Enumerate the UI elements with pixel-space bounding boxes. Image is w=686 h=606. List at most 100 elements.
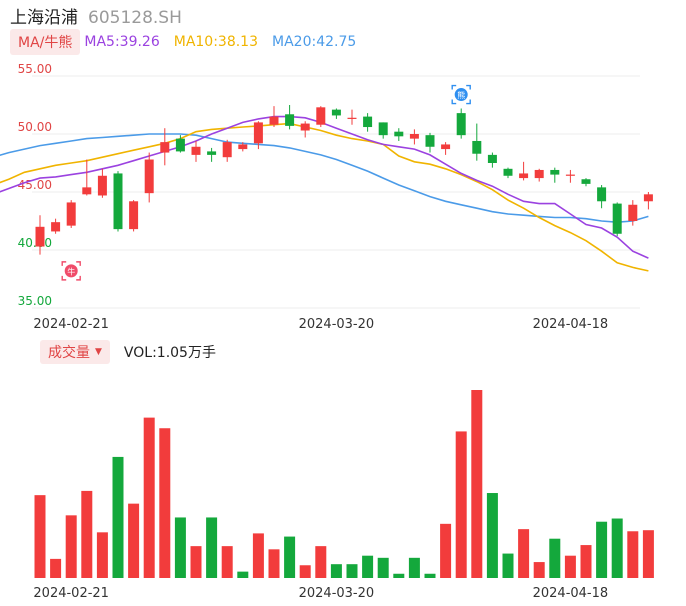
candle-body — [378, 122, 388, 136]
volume-bar — [143, 417, 155, 578]
volume-bar — [377, 557, 389, 578]
ma5-line — [0, 115, 649, 259]
volume-bar — [112, 456, 124, 578]
volume-bar — [96, 532, 108, 578]
candle-body — [643, 194, 653, 202]
marker-label: 牛 — [67, 266, 75, 276]
volume-bar — [190, 546, 202, 578]
candle-body — [269, 116, 279, 125]
caret-down-icon: ▼ — [95, 347, 102, 357]
volume-bar — [642, 530, 654, 578]
ma20-value: MA20:42.75 — [272, 34, 357, 50]
ma5-value: MA5:39.26 — [84, 34, 160, 50]
volume-bar — [533, 562, 545, 578]
candle-body — [409, 134, 419, 139]
y-tick-label: 50.00 — [18, 120, 52, 134]
y-tick-label: 35.00 — [18, 294, 52, 308]
candle-body — [207, 151, 217, 155]
volume-bar — [206, 517, 218, 578]
volume-bar — [284, 536, 296, 578]
volume-legend-row: 成交量 ▼ VOL:1.05万手 — [40, 340, 216, 364]
volume-bar — [65, 515, 77, 578]
marker-label: 熊 — [457, 90, 465, 100]
candle-body — [160, 142, 170, 153]
bear-marker-icon[interactable]: 熊 — [451, 84, 471, 105]
candle-body — [191, 146, 201, 155]
candle-body — [363, 116, 373, 128]
candle-body — [129, 201, 139, 230]
ma-indicator-tab[interactable]: MA/牛熊 — [10, 29, 81, 55]
volume-tab-label: 成交量 — [48, 345, 90, 361]
stock-name: 上海沿浦 — [10, 8, 78, 28]
bull-marker-icon[interactable]: 牛 — [61, 261, 81, 281]
volume-bar — [81, 490, 93, 578]
volume-bar — [611, 518, 623, 578]
candle-body — [82, 187, 92, 195]
volume-bar — [455, 431, 467, 578]
candle-body — [534, 169, 544, 179]
candle-body — [97, 175, 107, 196]
volume-bar — [174, 517, 186, 578]
volume-bar — [502, 553, 514, 578]
volume-bar — [159, 428, 171, 578]
volume-bar — [471, 390, 483, 578]
stock-header: 上海沿浦 605128.SH — [10, 3, 182, 28]
volume-bar — [486, 493, 498, 578]
y-tick-label: 55.00 — [18, 62, 52, 76]
candle-body — [519, 173, 529, 179]
volume-x-tick-label: 2024-03-20 — [299, 586, 375, 601]
candle-body — [316, 107, 326, 125]
volume-bar — [580, 545, 592, 578]
volume-bar — [50, 558, 62, 578]
candle-body — [550, 169, 560, 175]
ma20-line — [0, 133, 649, 224]
volume-bar — [564, 555, 576, 578]
volume-bar — [518, 529, 530, 578]
x-tick-label: 2024-04-18 — [533, 317, 609, 332]
volume-bar — [128, 503, 140, 578]
x-tick-label: 2024-02-21 — [33, 317, 109, 332]
volume-bar — [315, 546, 327, 578]
volume-value: VOL:1.05万手 — [123, 345, 216, 361]
volume-bar — [330, 564, 342, 578]
volume-bar — [627, 531, 639, 578]
volume-bar — [440, 523, 452, 578]
candle-body — [347, 117, 357, 119]
ma10-value: MA10:38.13 — [173, 34, 259, 50]
candle-body — [222, 142, 232, 158]
candle-body — [581, 179, 591, 184]
x-tick-label: 2024-03-20 — [299, 317, 375, 332]
stock-code: 605128.SH — [88, 8, 182, 28]
candle-body — [238, 144, 248, 150]
candle-body — [425, 135, 435, 147]
volume-bar — [221, 546, 233, 578]
candle-body — [612, 203, 622, 234]
volume-bar — [237, 571, 249, 578]
volume-indicator-tab[interactable]: 成交量 ▼ — [40, 340, 110, 364]
candle-body — [331, 109, 341, 116]
volume-bar — [34, 495, 46, 578]
volume-bar — [596, 521, 608, 578]
volume-bar — [408, 557, 420, 578]
candle-body — [456, 113, 466, 136]
volume-bar — [268, 549, 280, 578]
candle-body — [144, 159, 154, 194]
candle-body — [394, 131, 404, 137]
volume-x-tick-label: 2024-02-21 — [33, 586, 109, 601]
volume-bar — [299, 565, 311, 578]
volume-bar — [393, 573, 405, 578]
candle-body — [285, 114, 295, 126]
ma10-line — [0, 122, 649, 272]
volume-bar — [549, 538, 561, 578]
candle-body — [66, 202, 76, 226]
volume-bar — [346, 564, 358, 578]
candle-body — [441, 144, 451, 150]
volume-bar — [424, 573, 436, 578]
candle-body — [503, 168, 513, 176]
ma-legend-row: MA/牛熊 MA5:39.26 MA10:38.13 MA20:42.75 — [10, 29, 370, 55]
candle-body — [628, 204, 638, 221]
candle-body — [51, 222, 61, 232]
volume-bar — [252, 533, 264, 578]
volume-x-tick-label: 2024-04-18 — [533, 586, 609, 601]
